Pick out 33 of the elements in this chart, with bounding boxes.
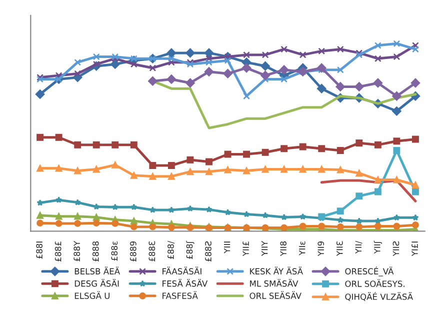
x-tick-label: £88/	[168, 240, 175, 260]
x-tick-label: YII9	[318, 241, 324, 256]
x-tick-label: YI£I	[412, 242, 418, 256]
x-tick-label: YIIƧ	[392, 241, 400, 256]
x-tick-label: YIIʃ	[374, 240, 382, 254]
legend-label: ORL SOÄESYS.	[345, 279, 404, 287]
legend-label: FÄASÄSÄI	[162, 266, 202, 274]
x-tick-label: YIII	[224, 242, 230, 254]
x-tick-label: YIIY	[262, 240, 268, 256]
legend-label: BELSB ÄEÄ	[74, 266, 120, 274]
legend-label: ORL SEÄSÄV	[250, 291, 302, 299]
legend-label: ORESCÉ_VÄ	[345, 266, 394, 276]
x-tick-label: YII8	[280, 241, 286, 256]
x-tick-label: YII£	[242, 242, 249, 256]
x-tick-label: YIIɛ	[299, 241, 306, 256]
legend-label: ELSGÄ U	[74, 291, 110, 299]
legend-label: QIHQÄÉ VLZÄSÄ	[345, 292, 413, 301]
x-tick-label: £889	[130, 241, 136, 262]
x-tick-label: YII/	[355, 240, 362, 254]
x-tick-label: £88Y	[74, 240, 80, 262]
legend-label: FASFESÄ	[162, 291, 198, 299]
x-tick-label: YIIƐ	[336, 241, 343, 256]
x-tick-label: £88Ƨ	[205, 241, 212, 262]
x-tick-label: £88ʃ	[186, 240, 194, 260]
x-tick-label: £88I	[36, 242, 42, 259]
x-tick-label: £88ɛ	[111, 241, 118, 261]
legend-label: KESK ÄY ÄSÄ	[250, 266, 303, 274]
legend-label: DESG ÄSÄI	[74, 278, 119, 287]
x-tick-label: £888	[92, 241, 99, 262]
x-tick-label: £88£	[54, 242, 62, 262]
legend-label: FESÄ ÄSÄV	[162, 278, 208, 287]
legend-label: ML SMÄSÄV	[250, 278, 298, 287]
x-tick-label: £88Ɛ	[148, 241, 156, 262]
